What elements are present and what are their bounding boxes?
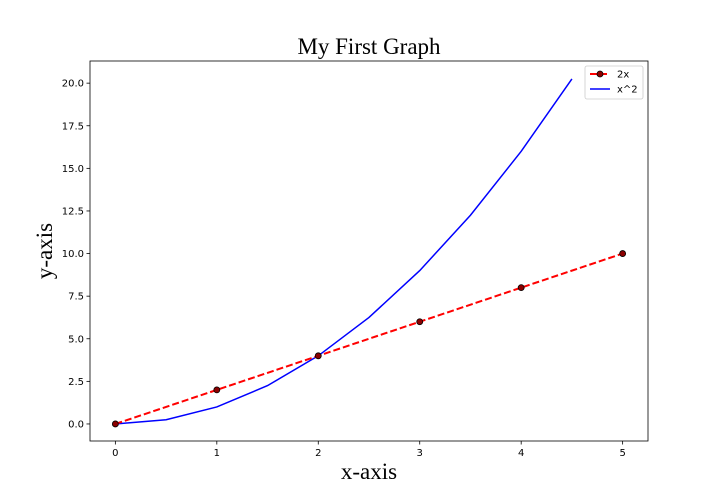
x-tick-label: 3 [417,448,423,459]
y-axis-label: y-axis [32,223,57,279]
data-point-2x [619,250,627,257]
y-tick-label: 2.5 [68,377,84,388]
y-tick-label: 20.0 [62,79,84,90]
y-tick-label: 10.0 [62,249,84,260]
x-axis-label: x-axis [341,459,397,484]
data-point-2x [213,386,221,394]
x-tick-label: 2 [315,448,321,459]
x-tick-label: 4 [518,448,524,459]
y-tick-label: 5.0 [68,334,84,345]
x-tick-label: 1 [214,448,220,459]
y-tick-label: 12.5 [62,206,84,217]
x-tick-label: 0 [112,448,118,459]
plot-area: 0 1 2 3 4 5 0.0 2.5 5.0 7.5 10.0 12.5 15.0 17.5 20.0 [62,60,649,459]
axes-frame [89,60,649,442]
y-tick-label: 15.0 [62,164,84,175]
y-tick-label: 0.0 [68,419,84,430]
legend-label-2x: 2x [617,70,629,81]
series-line-x-2 [115,78,573,425]
data-point-2x [517,284,525,292]
data-point-2x [314,352,322,360]
series-line-2x [115,252,623,425]
legend: 2xx^2 [584,65,644,100]
data-point-2x [111,420,119,428]
legend-marker-2x [596,70,604,78]
y-tick-label: 7.5 [68,292,84,303]
y-tick-label: 17.5 [62,121,84,132]
legend-label-x-2: x^2 [617,85,638,96]
data-point-2x [416,318,424,326]
chart-title: My First Graph [297,34,441,59]
x-tick-label: 5 [619,448,625,459]
